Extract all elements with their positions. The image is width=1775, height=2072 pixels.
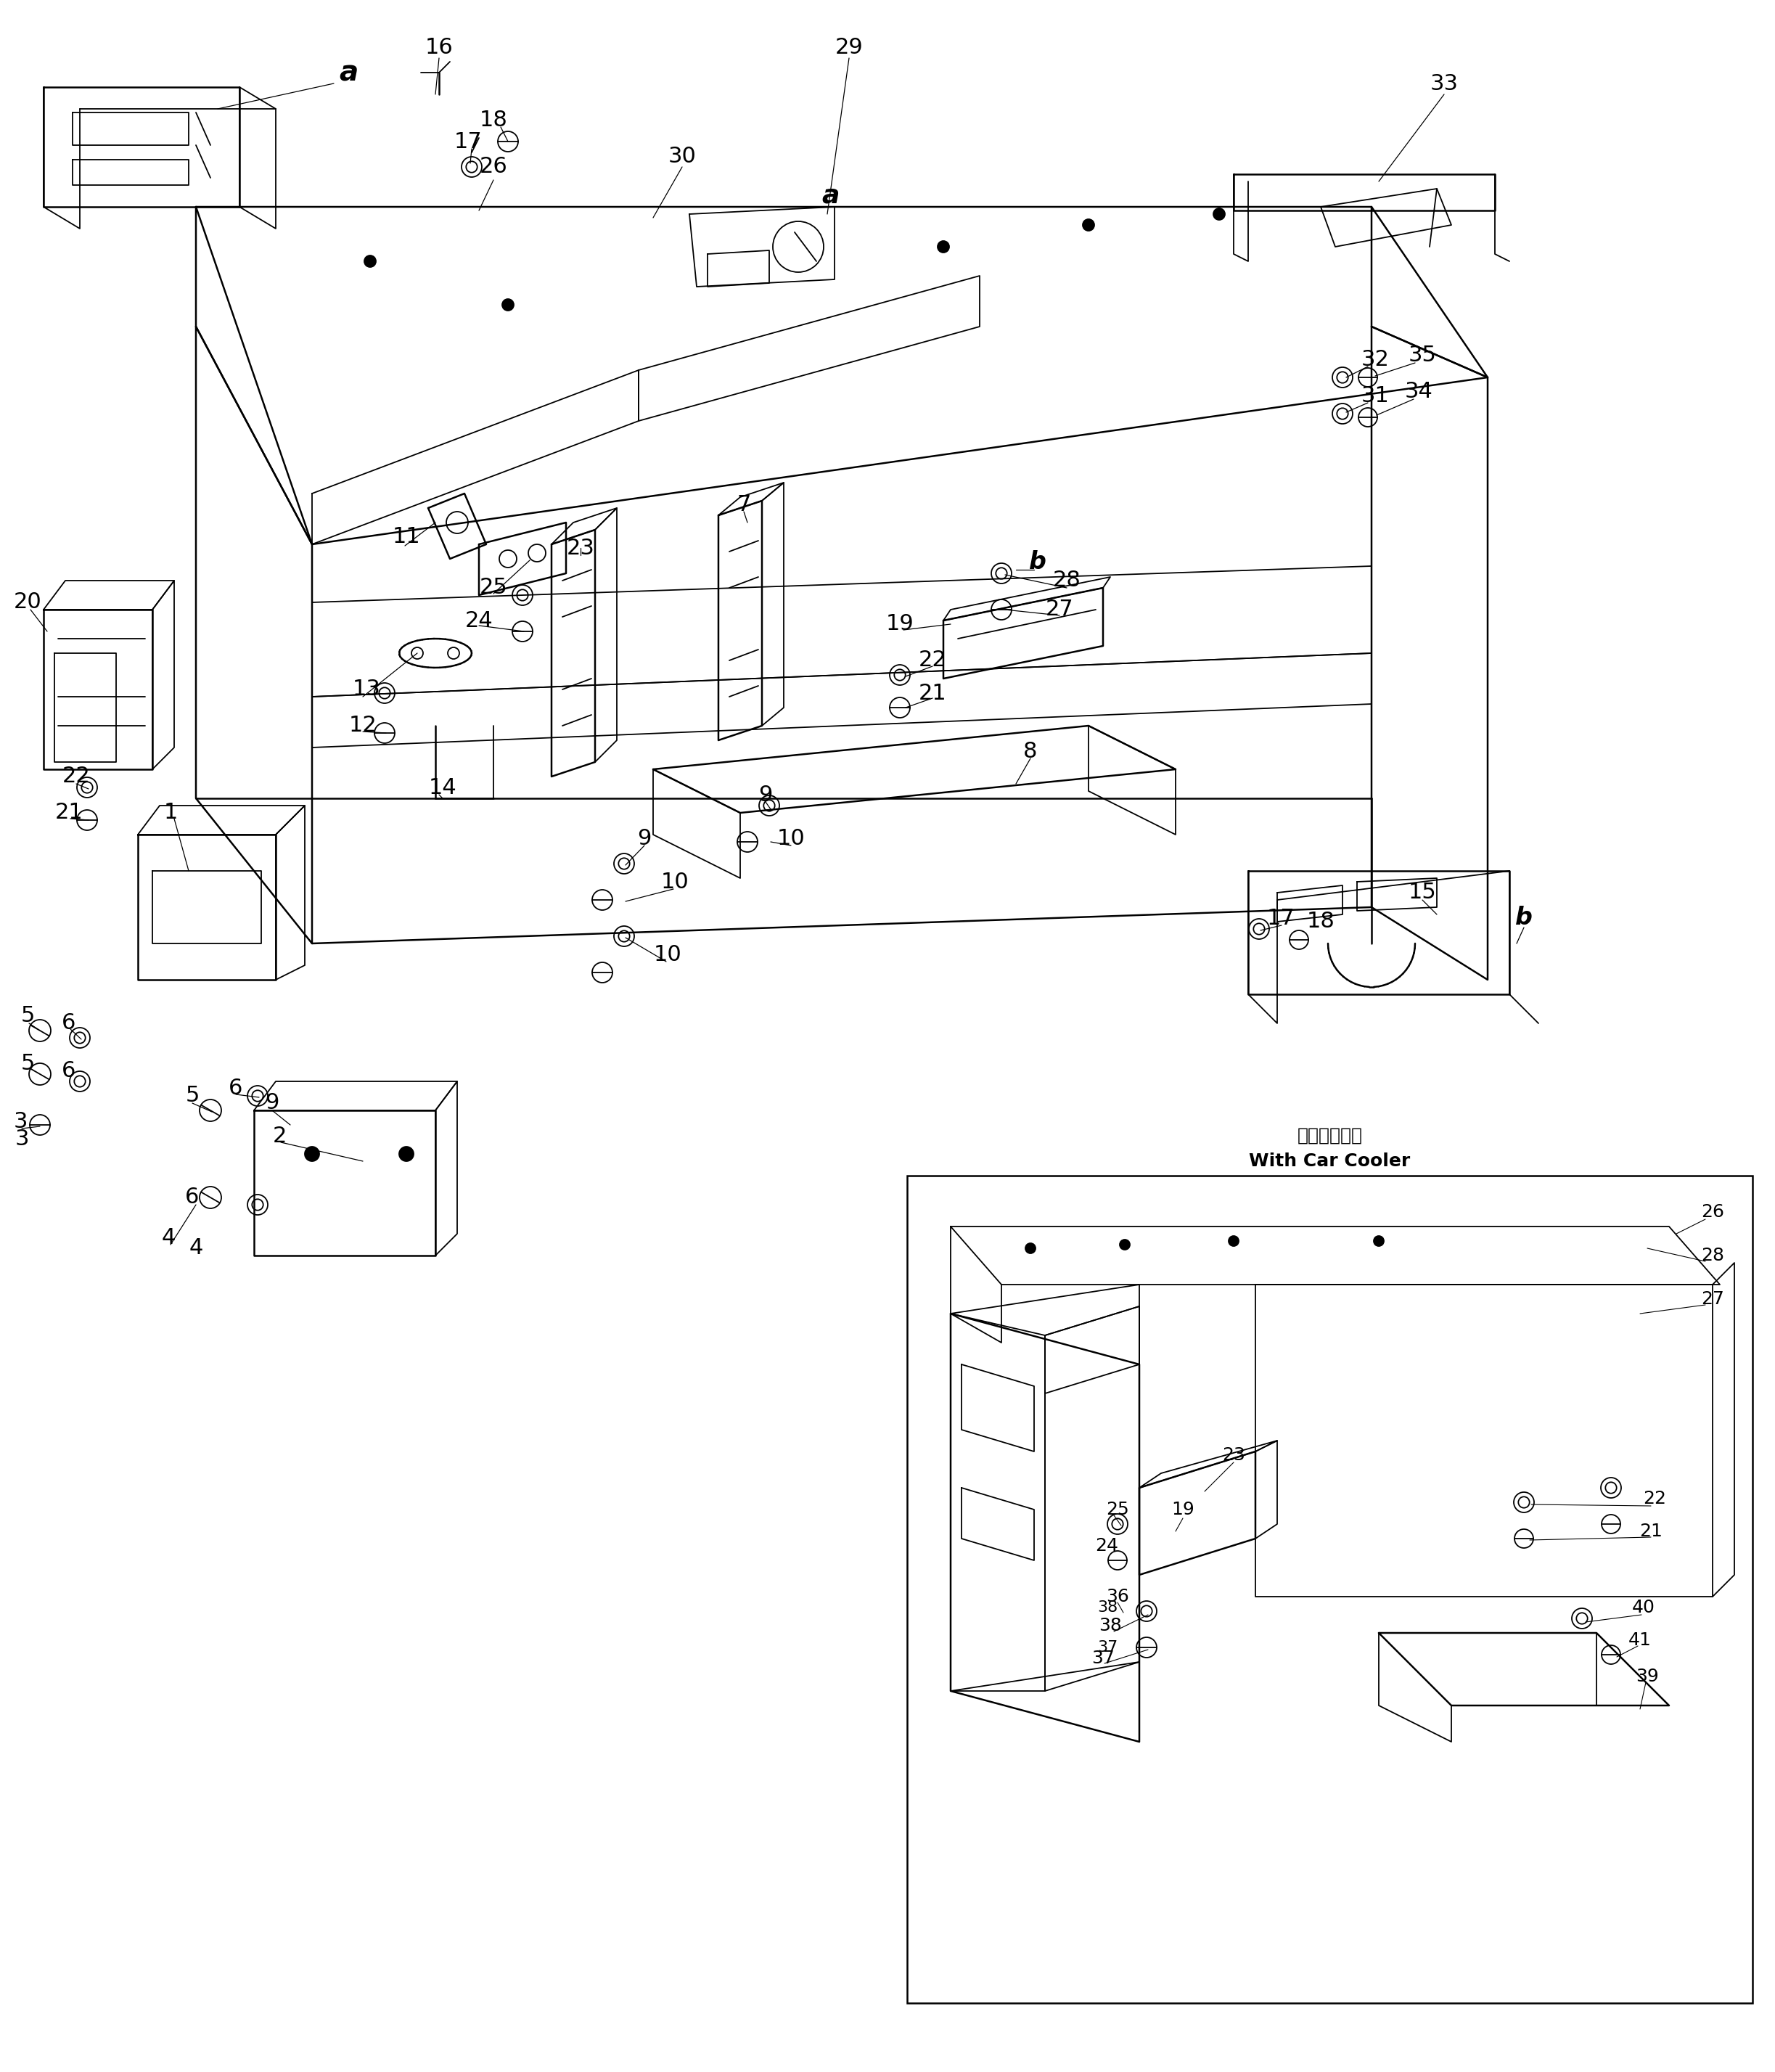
Text: 6: 6 xyxy=(185,1187,199,1208)
Text: 21: 21 xyxy=(918,682,946,704)
Text: 37: 37 xyxy=(1097,1641,1118,1656)
Text: a: a xyxy=(339,58,359,87)
Text: 9: 9 xyxy=(758,783,772,806)
Text: 10: 10 xyxy=(777,827,806,850)
Text: 7: 7 xyxy=(737,493,751,516)
Text: 24: 24 xyxy=(1095,1537,1118,1554)
Text: 17: 17 xyxy=(454,131,483,151)
Text: 27: 27 xyxy=(1700,1291,1724,1307)
Circle shape xyxy=(1120,1239,1131,1249)
Circle shape xyxy=(1214,209,1225,220)
Text: 35: 35 xyxy=(1408,346,1436,367)
Text: 29: 29 xyxy=(834,37,863,58)
Circle shape xyxy=(399,1146,414,1160)
Text: 14: 14 xyxy=(428,777,456,798)
Text: 33: 33 xyxy=(1431,73,1459,93)
Text: 5: 5 xyxy=(21,1005,34,1026)
Text: 23: 23 xyxy=(566,537,595,559)
Text: 22: 22 xyxy=(62,767,91,787)
Text: 11: 11 xyxy=(392,526,421,547)
Text: 19: 19 xyxy=(1172,1500,1195,1519)
Text: b: b xyxy=(1029,551,1047,574)
Text: 10: 10 xyxy=(660,870,689,893)
Text: a: a xyxy=(822,184,840,209)
Circle shape xyxy=(937,240,950,253)
Text: 10: 10 xyxy=(653,945,682,966)
Text: 19: 19 xyxy=(886,613,914,634)
Text: 18: 18 xyxy=(1306,912,1335,932)
Text: 28: 28 xyxy=(1700,1247,1724,1264)
Text: 1: 1 xyxy=(163,802,177,823)
Text: 39: 39 xyxy=(1637,1668,1660,1685)
Text: 9: 9 xyxy=(637,827,651,850)
Circle shape xyxy=(502,298,513,311)
Text: 22: 22 xyxy=(918,651,946,671)
Text: 6: 6 xyxy=(229,1077,243,1098)
Text: 38: 38 xyxy=(1097,1600,1118,1614)
Circle shape xyxy=(1083,220,1095,230)
Circle shape xyxy=(305,1146,320,1160)
Text: 5: 5 xyxy=(21,1053,34,1073)
Bar xyxy=(907,1175,1752,2004)
Text: 32: 32 xyxy=(1361,348,1390,369)
Text: 26: 26 xyxy=(1700,1204,1724,1220)
Text: 18: 18 xyxy=(479,110,508,131)
Text: 27: 27 xyxy=(1045,599,1074,620)
Text: 6: 6 xyxy=(62,1013,76,1034)
Text: 17: 17 xyxy=(1267,908,1296,928)
Text: 34: 34 xyxy=(1404,381,1432,402)
Text: 15: 15 xyxy=(1408,883,1436,903)
Text: 21: 21 xyxy=(55,802,83,823)
Text: 16: 16 xyxy=(424,37,453,58)
Text: 38: 38 xyxy=(1099,1616,1122,1635)
Text: 3: 3 xyxy=(14,1129,28,1150)
Text: 13: 13 xyxy=(353,680,380,700)
Text: 37: 37 xyxy=(1092,1649,1115,1668)
Text: 30: 30 xyxy=(667,145,696,166)
Text: 21: 21 xyxy=(1640,1523,1663,1539)
Circle shape xyxy=(1228,1235,1239,1245)
Text: 8: 8 xyxy=(1024,740,1038,762)
Text: 4: 4 xyxy=(188,1237,202,1260)
Text: With Car Cooler: With Car Cooler xyxy=(1250,1152,1411,1171)
Text: 28: 28 xyxy=(1053,570,1081,591)
Text: 40: 40 xyxy=(1631,1600,1656,1616)
Text: 20: 20 xyxy=(14,593,41,613)
Text: 24: 24 xyxy=(465,609,493,632)
Circle shape xyxy=(1374,1235,1384,1245)
Text: 22: 22 xyxy=(1644,1490,1667,1506)
Text: 25: 25 xyxy=(1106,1500,1129,1519)
Text: 36: 36 xyxy=(1106,1587,1129,1606)
Text: 2: 2 xyxy=(272,1125,286,1146)
Text: 41: 41 xyxy=(1628,1631,1651,1649)
Circle shape xyxy=(364,255,376,267)
Text: 26: 26 xyxy=(479,155,508,178)
Text: 31: 31 xyxy=(1361,385,1390,406)
Text: 25: 25 xyxy=(479,578,508,599)
Text: 5: 5 xyxy=(185,1086,199,1106)
Text: 9: 9 xyxy=(264,1092,279,1113)
Text: 4: 4 xyxy=(162,1227,176,1247)
Text: 3: 3 xyxy=(12,1111,27,1131)
Text: b: b xyxy=(1516,905,1532,930)
Text: 6: 6 xyxy=(62,1061,76,1082)
Text: 12: 12 xyxy=(348,715,376,736)
Text: 23: 23 xyxy=(1221,1446,1246,1463)
Circle shape xyxy=(1026,1243,1035,1254)
Text: カークーラ付: カークーラ付 xyxy=(1298,1127,1363,1144)
